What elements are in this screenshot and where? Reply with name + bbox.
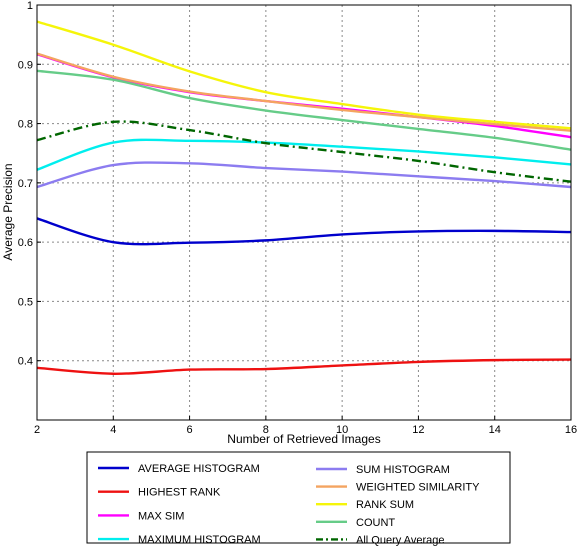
legend-label-average-histogram: AVERAGE HISTOGRAM: [138, 463, 260, 475]
series-line-all-query-average: [36, 120, 572, 183]
series-line-maximum-histogram: [36, 138, 572, 171]
legend-label-maximum-histogram: MAXIMUM HISTOGRAM: [138, 534, 261, 546]
series-line-rank-sum: [36, 20, 572, 130]
y-tick-label: 1: [27, 0, 33, 12]
x-tick-label: 14: [489, 424, 501, 436]
legend: AVERAGE HISTOGRAM HIGHEST RANK MAX SIM MAXI…: [98, 463, 480, 546]
x-tick-labels: 2 4 6 8 10 12 14 16: [34, 416, 577, 436]
y-tick-label: 0.9: [18, 59, 33, 71]
series-line-average-histogram: [36, 217, 572, 246]
x-axis-label: Number of Retrieved Images: [227, 432, 380, 446]
y-tick-label: 0.5: [18, 296, 33, 308]
plot-frame: [36, 4, 572, 421]
legend-label-rank-sum: RANK SUM: [356, 499, 414, 511]
series-line-weighted-similarity: [36, 52, 572, 132]
y-tick-label: 0.6: [18, 237, 33, 249]
x-tick-label: 6: [187, 424, 193, 436]
series-lines: [36, 20, 572, 375]
legend-box: [86, 451, 511, 544]
legend-label-weighted-similarity: WEIGHTED SIMILARITY: [356, 482, 480, 494]
y-axis-label: Average Precision: [1, 163, 15, 260]
legend-label-sum-histogram: SUM HISTOGRAM: [356, 464, 450, 476]
plot-area: [37, 5, 571, 420]
x-tick-label: 12: [412, 424, 424, 436]
legend-label-all-query-average: All Query Average: [356, 534, 444, 546]
y-tick-labels: 0.4 0.5 0.6 0.7 0.8 0.9 1: [18, 0, 41, 368]
y-tick-label: 0.7: [18, 178, 33, 190]
series-line-count: [36, 69, 572, 151]
x-tick-label: 16: [565, 424, 577, 436]
series-line-highest-rank: [36, 358, 572, 375]
x-tick-label: 10: [336, 424, 348, 436]
legend-label-count: COUNT: [356, 517, 395, 529]
y-tick-label: 0.8: [18, 119, 33, 131]
legend-label-max-sim: MAX SIM: [138, 510, 184, 522]
x-tick-label: 4: [110, 424, 116, 436]
x-tick-label: 2: [34, 424, 40, 436]
y-tick-label: 0.4: [18, 356, 33, 368]
legend-label-highest-rank: HIGHEST RANK: [138, 487, 221, 499]
x-tick-label: 8: [263, 424, 269, 436]
series-line-sum-histogram: [36, 161, 572, 189]
